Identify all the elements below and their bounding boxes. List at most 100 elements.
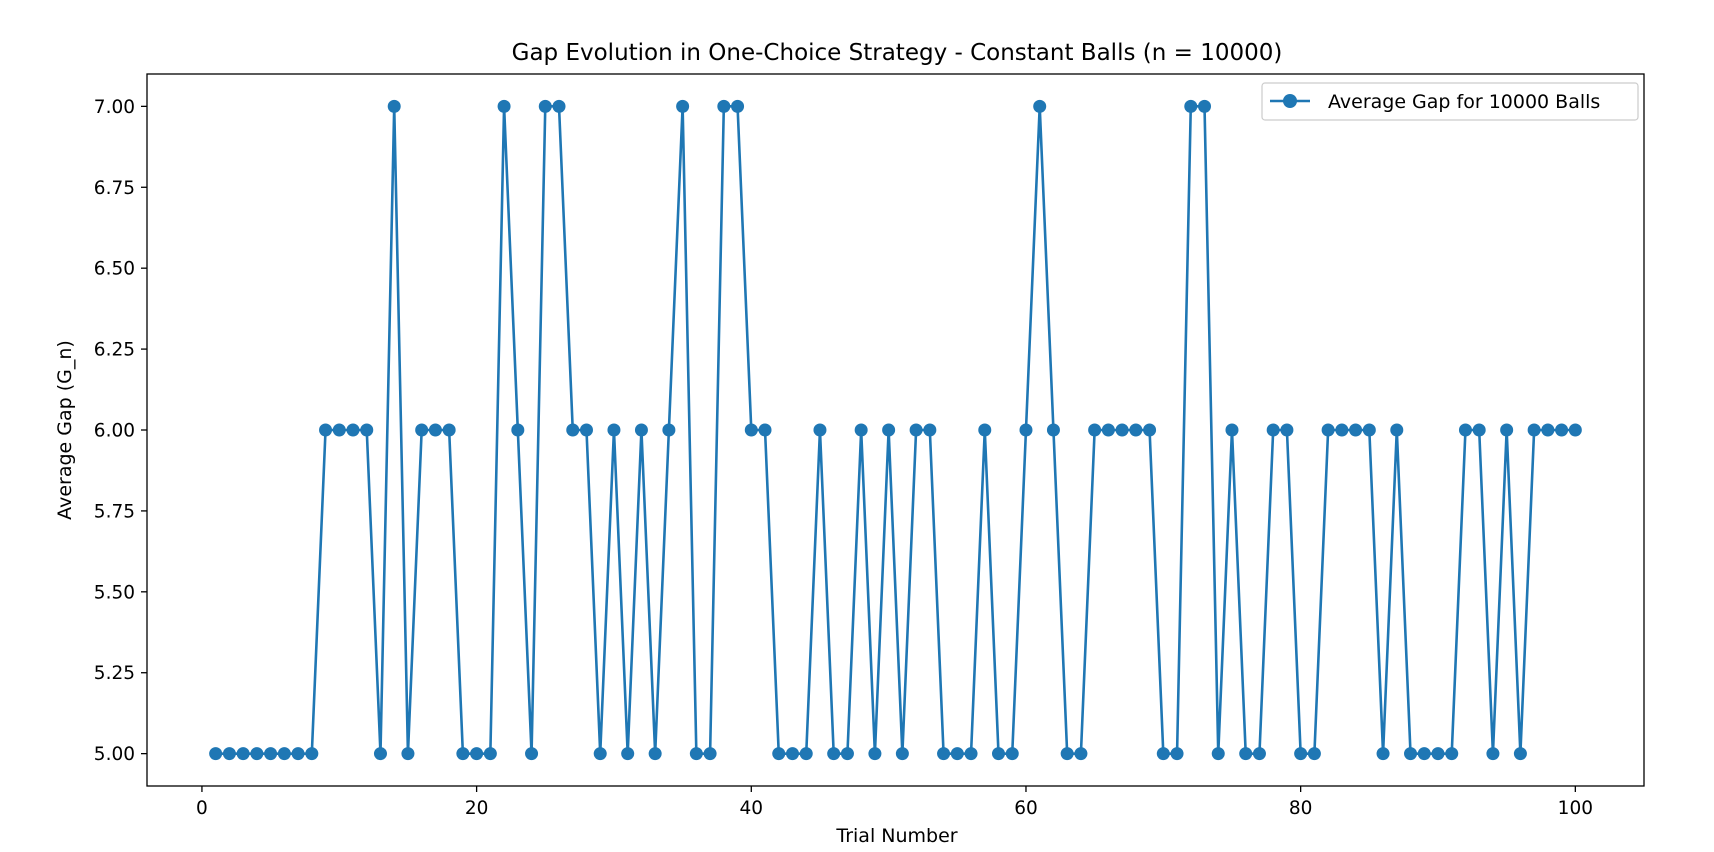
data-point xyxy=(854,423,868,437)
data-point xyxy=(401,747,415,761)
data-point xyxy=(1019,423,1033,437)
data-point xyxy=(1115,423,1129,437)
y-tick-label: 7.00 xyxy=(94,97,135,118)
data-point xyxy=(1170,747,1184,761)
data-point xyxy=(1184,99,1198,113)
data-point xyxy=(1541,423,1555,437)
data-point xyxy=(1445,747,1459,761)
data-point xyxy=(360,423,374,437)
data-point xyxy=(799,747,813,761)
data-point xyxy=(1500,423,1514,437)
data-point xyxy=(1472,423,1486,437)
data-point xyxy=(1252,747,1266,761)
data-point xyxy=(1280,423,1294,437)
data-point xyxy=(1088,423,1102,437)
data-point xyxy=(209,747,223,761)
data-point xyxy=(1074,747,1088,761)
data-point xyxy=(1376,747,1390,761)
data-point xyxy=(1431,747,1445,761)
data-point xyxy=(909,423,923,437)
data-point xyxy=(621,747,635,761)
y-tick-label: 6.75 xyxy=(94,178,135,199)
data-point xyxy=(250,747,264,761)
data-point xyxy=(1101,423,1115,437)
data-point xyxy=(662,423,676,437)
data-point xyxy=(566,423,580,437)
legend-box xyxy=(1261,82,1639,121)
data-point xyxy=(236,747,250,761)
data-point xyxy=(758,423,772,437)
data-point xyxy=(264,747,278,761)
data-point xyxy=(319,423,333,437)
x-axis-label: Trial Number xyxy=(835,825,957,847)
data-point xyxy=(511,423,525,437)
data-point xyxy=(634,423,648,437)
data-point xyxy=(222,747,236,761)
y-tick-label: 5.50 xyxy=(94,582,135,603)
data-point xyxy=(1458,423,1472,437)
data-point xyxy=(731,99,745,113)
data-point xyxy=(813,423,827,437)
data-point xyxy=(895,747,909,761)
data-point xyxy=(456,747,470,761)
y-tick-label: 5.00 xyxy=(94,744,135,765)
data-point xyxy=(1527,423,1541,437)
data-point xyxy=(497,99,511,113)
data-point xyxy=(1046,423,1060,437)
data-point xyxy=(840,747,854,761)
y-tick-label: 5.25 xyxy=(94,663,135,684)
data-point xyxy=(703,747,717,761)
data-point xyxy=(772,747,786,761)
data-point xyxy=(1404,747,1418,761)
chart-title: Gap Evolution in One-Choice Strategy - C… xyxy=(512,40,1283,66)
data-point xyxy=(346,423,360,437)
data-point xyxy=(305,747,319,761)
data-point xyxy=(937,747,951,761)
data-point xyxy=(442,423,456,437)
data-point xyxy=(593,747,607,761)
data-point xyxy=(717,99,731,113)
data-point xyxy=(277,747,291,761)
x-tick-label: 40 xyxy=(740,798,764,819)
data-point xyxy=(689,747,703,761)
data-point xyxy=(291,747,305,761)
data-point xyxy=(1060,747,1074,761)
series-layer xyxy=(209,99,1582,761)
data-point xyxy=(607,423,621,437)
legend: Average Gap for 10000 Balls xyxy=(1261,82,1639,121)
data-point xyxy=(1005,747,1019,761)
data-point xyxy=(1266,423,1280,437)
data-point xyxy=(332,423,346,437)
data-point xyxy=(1156,747,1170,761)
data-point xyxy=(1349,423,1363,437)
y-tick-label: 6.00 xyxy=(94,421,135,442)
data-point xyxy=(525,747,539,761)
data-point xyxy=(1129,423,1143,437)
data-point xyxy=(882,423,896,437)
data-point xyxy=(552,99,566,113)
data-point xyxy=(676,99,690,113)
data-point xyxy=(950,747,964,761)
data-point xyxy=(1239,747,1253,761)
data-point xyxy=(1225,423,1239,437)
data-point xyxy=(827,747,841,761)
y-tick-label: 6.50 xyxy=(94,259,135,280)
data-point xyxy=(1211,747,1225,761)
data-point xyxy=(1362,423,1376,437)
data-point xyxy=(1143,423,1157,437)
y-tick-label: 5.75 xyxy=(94,501,135,522)
data-point xyxy=(387,99,401,113)
data-point xyxy=(538,99,552,113)
y-axis: 5.00 5.25 5.50 5.75 6.00 6.25 6.50 6.75 7.00 xyxy=(94,97,147,765)
legend-series-label: Average Gap for 10000 Balls xyxy=(1328,91,1600,113)
data-point xyxy=(483,747,497,761)
data-point xyxy=(992,747,1006,761)
data-point xyxy=(1568,423,1582,437)
data-point xyxy=(648,747,662,761)
data-point xyxy=(415,423,429,437)
data-point xyxy=(579,423,593,437)
data-point xyxy=(744,423,758,437)
x-tick-label: 20 xyxy=(465,798,489,819)
data-point xyxy=(428,423,442,437)
